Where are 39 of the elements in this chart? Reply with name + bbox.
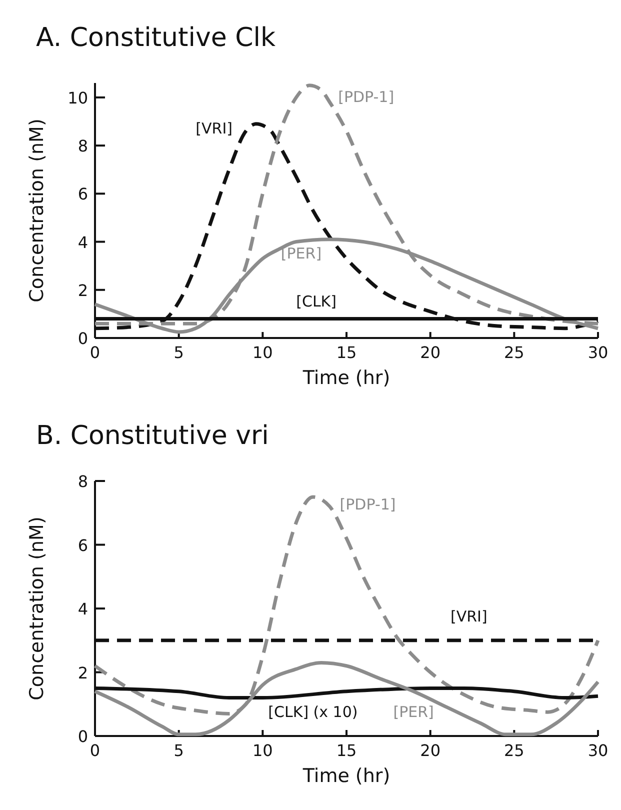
y-tick-label: 6: [78, 184, 88, 204]
series-label: [CLK] (x 10): [268, 702, 358, 721]
y-axis-title: Concentration (nM): [26, 516, 48, 700]
series-label: [PER]: [393, 702, 434, 721]
x-axis-title: Time (hr): [302, 367, 390, 389]
series-label: [VRI]: [450, 607, 488, 626]
y-tick-label: 4: [78, 600, 88, 618]
chart-title: B. Constitutive vri: [36, 421, 269, 451]
y-tick-label: 4: [78, 232, 88, 252]
x-tick-label: 15: [336, 343, 357, 362]
y-axis-title: Concentration (nM): [26, 118, 48, 302]
y-tick-label: 0: [78, 727, 88, 746]
x-axis-title: Time (hr): [302, 765, 390, 787]
y-tick-label: 2: [78, 663, 88, 682]
x-tick-label: 30: [588, 741, 608, 760]
x-tick-label: 5: [174, 343, 184, 362]
series-label: [PER]: [280, 244, 322, 263]
x-tick-label: 5: [174, 741, 184, 760]
x-tick-label: 0: [90, 741, 100, 760]
x-tick-label: 0: [90, 343, 100, 362]
y-tick-label: 8: [78, 472, 88, 491]
x-tick-label: 20: [420, 741, 441, 760]
series-label: [PDP-1]: [338, 88, 394, 106]
x-tick-label: 30: [588, 343, 608, 362]
y-tick-label: 10: [68, 88, 88, 108]
x-tick-label: 20: [420, 343, 441, 362]
y-tick-label: 8: [78, 136, 88, 156]
x-tick-label: 25: [504, 741, 524, 760]
x-tick-label: 25: [504, 343, 524, 362]
series-label: [PDP-1]: [340, 496, 396, 514]
series-label: [VRI]: [196, 120, 232, 138]
y-tick-label: 2: [78, 280, 88, 300]
y-tick-label: 6: [78, 536, 88, 555]
y-tick-label: 0: [78, 329, 88, 348]
x-tick-label: 10: [252, 343, 273, 362]
x-tick-label: 10: [252, 741, 273, 760]
chart-title: A. Constitutive Clk: [36, 23, 276, 53]
series-label: [CLK]: [296, 292, 337, 311]
x-tick-label: 15: [336, 741, 357, 760]
